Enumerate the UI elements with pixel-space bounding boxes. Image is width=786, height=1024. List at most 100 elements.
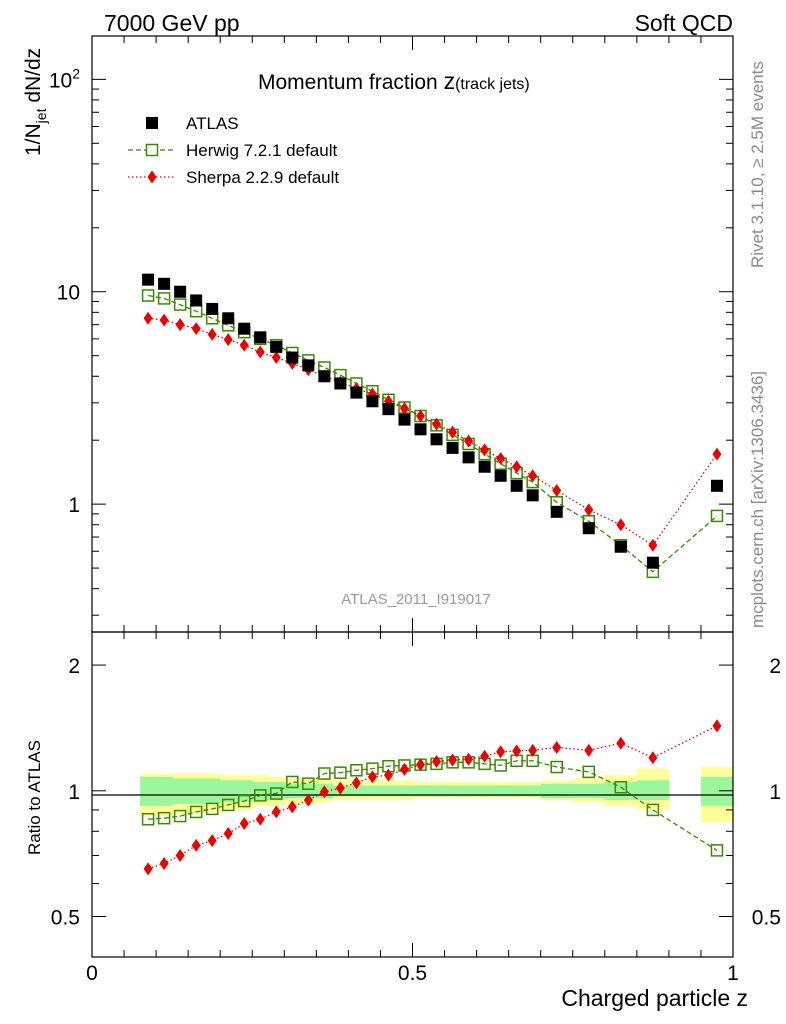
ratio-y-axis-label: Ratio to ATLAS [25, 740, 44, 855]
atlas-point [646, 556, 659, 569]
ratio-plot-frame [91, 631, 734, 958]
inner-band [524, 785, 542, 797]
sherpa-ratio-point [383, 768, 393, 782]
atlas-point [462, 451, 475, 464]
atlas-point [350, 386, 363, 399]
x-tick-label: 0 [86, 962, 98, 985]
ratio-y-tick-label-right: 1 [769, 781, 781, 804]
herwig-ratio-point [710, 844, 724, 857]
main-y-tick-label: 102 [49, 65, 80, 92]
ratio-y-tick-label: 0.5 [51, 907, 80, 930]
sherpa-ratio-point [367, 770, 377, 784]
herwig-ratio-point [221, 798, 235, 812]
sherpa-point [712, 447, 722, 461]
sherpa-ratio-point [448, 753, 458, 767]
sherpa-point [432, 417, 442, 431]
herwig-ratio-point [254, 789, 267, 802]
ratio-y-tick-label-right: 0.5 [752, 907, 781, 930]
herwig-ratio-point [302, 777, 315, 790]
atlas-point [478, 460, 491, 473]
legend-herwig-label: Herwig 7.2.1 default [186, 141, 337, 160]
main-y-axis-label: 1/Njet dN/dz [22, 48, 49, 156]
sherpa-ratio-point [528, 743, 538, 757]
sherpa-point [223, 333, 233, 347]
sherpa-ratio-point [319, 785, 329, 799]
sherpa-point [175, 318, 185, 332]
inner-band [540, 783, 574, 799]
herwig-ratio-point [494, 759, 507, 772]
inner-band [220, 780, 237, 803]
herwig-ratio-point [173, 809, 187, 823]
sherpa-ratio-point [616, 736, 626, 750]
atlas-point [494, 469, 507, 482]
atlas-point [174, 285, 187, 298]
sherpa-point [528, 469, 538, 483]
atlas-point [302, 359, 315, 372]
mcplots-label: mcplots.cern.ch [arXiv:1306.3436] [748, 371, 767, 628]
atlas-point [270, 340, 283, 353]
inner-band [476, 785, 494, 797]
sherpa-point [271, 351, 281, 365]
sherpa-ratio-point [552, 740, 562, 754]
ratio-y-tick-labels: 0.5 0.5 1 1 2 2 [51, 655, 781, 929]
sherpa-ratio-point [464, 752, 474, 766]
herwig-ratio-point [582, 765, 596, 779]
herwig-ratio-point [205, 802, 219, 816]
sherpa-point [584, 503, 594, 517]
header-right-label: Soft QCD [635, 10, 733, 36]
header-left-label: 7000 GeV pp [104, 10, 240, 36]
herwig-ratio-point [237, 794, 251, 808]
atlas-point [286, 351, 299, 364]
inner-band [380, 785, 398, 797]
inner-band [412, 785, 430, 797]
inner-band [172, 778, 189, 804]
sherpa-ratio-point [287, 800, 297, 814]
sherpa-ratio-point [712, 719, 722, 733]
sherpa-ratio-point [648, 751, 658, 765]
inner-band [156, 776, 173, 806]
atlas-point [334, 377, 347, 390]
rivet-label: Rivet 3.1.10, ≥ 2.5M events [748, 61, 767, 268]
sherpa-ratio-point [399, 762, 409, 776]
sherpa-ratio-point [175, 848, 185, 862]
herwig-ratio-point [157, 811, 171, 825]
inner-band [204, 778, 221, 804]
sherpa-ratio-point [480, 749, 490, 763]
sherpa-ratio-point [223, 827, 233, 841]
sherpa-point [616, 518, 626, 532]
watermark-label: ATLAS_2011_I919017 [341, 591, 491, 608]
sherpa-point [143, 311, 153, 325]
atlas-point [318, 370, 331, 383]
ratio-y-tick-label: 2 [68, 655, 80, 678]
sherpa-ratio-point [271, 805, 281, 819]
inner-band [604, 781, 638, 801]
main-plot: 1 10 102 Momentum fraction z(track jets) 1… [22, 35, 734, 633]
main-y-tick-label: 10 [57, 282, 80, 305]
inner-band [636, 780, 670, 801]
legend-sherpa-label: Sherpa 2.2.9 default [186, 168, 339, 187]
atlas-point [254, 331, 267, 344]
atlas-point [142, 273, 155, 286]
sherpa-ratio-point [255, 812, 265, 826]
sherpa-point [448, 425, 458, 439]
atlas-point [238, 322, 251, 335]
atlas-point [614, 540, 627, 553]
ratio-y-tick-label: 1 [68, 781, 80, 804]
sherpa-point [191, 322, 201, 336]
herwig-point [710, 509, 724, 523]
herwig-ratio-point [318, 767, 331, 780]
x-tick-label: 0.5 [398, 962, 427, 985]
inner-band [364, 785, 382, 797]
inner-band [460, 785, 478, 797]
sherpa-point [552, 483, 562, 497]
herwig-ratio-point [141, 812, 155, 826]
atlas-point [398, 413, 411, 426]
x-axis-label: Charged particle z [561, 985, 748, 1011]
sherpa-ratio-point [416, 758, 426, 772]
inner-band [396, 785, 414, 797]
herwig-ratio-line [148, 760, 718, 851]
atlas-point [710, 479, 723, 492]
sherpa-point [512, 460, 522, 474]
